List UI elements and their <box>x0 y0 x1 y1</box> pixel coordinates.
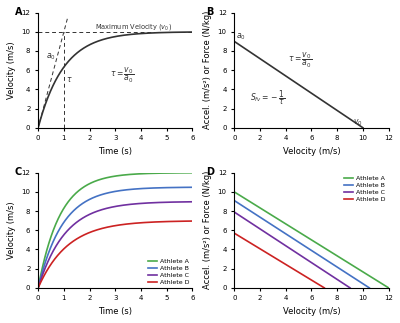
Athlete A <box>260 208 265 212</box>
Athlete B <box>110 190 115 194</box>
Athlete C <box>190 200 195 204</box>
Athlete D <box>322 286 327 290</box>
Athlete B <box>268 222 273 226</box>
Text: Maximum Velocity ($v_0$): Maximum Velocity ($v_0$) <box>95 22 172 32</box>
Athlete C <box>119 203 124 207</box>
Athlete B <box>367 286 372 290</box>
Athlete D <box>110 224 115 228</box>
Line: Athlete D: Athlete D <box>234 233 324 288</box>
X-axis label: Velocity (m/s): Velocity (m/s) <box>283 147 340 156</box>
Text: C: C <box>15 167 22 177</box>
Line: Athlete B: Athlete B <box>234 201 369 288</box>
Athlete A <box>110 175 115 179</box>
Text: $a_0$: $a_0$ <box>236 32 245 42</box>
Athlete B <box>232 199 237 203</box>
Line: Athlete C: Athlete C <box>234 212 350 288</box>
Athlete A <box>36 286 40 290</box>
Athlete C <box>109 205 114 209</box>
Line: Athlete D: Athlete D <box>38 221 192 288</box>
Athlete A <box>273 215 278 219</box>
Athlete C <box>263 230 268 234</box>
Athlete D <box>128 222 132 226</box>
Athlete D <box>237 234 242 238</box>
Line: Athlete B: Athlete B <box>38 187 192 288</box>
Athlete B <box>240 204 245 208</box>
Athlete B <box>257 215 262 219</box>
Athlete D <box>119 223 124 227</box>
Athlete A <box>119 173 124 177</box>
X-axis label: Time (s): Time (s) <box>98 307 132 316</box>
Y-axis label: Accel. (m/s²) or Force (N/kg): Accel. (m/s²) or Force (N/kg) <box>203 11 212 129</box>
Athlete C <box>36 286 40 290</box>
Athlete A <box>232 190 237 194</box>
Athlete D <box>317 283 322 287</box>
Text: $\tau = \dfrac{v_0}{a_0}$: $\tau = \dfrac{v_0}{a_0}$ <box>110 66 134 85</box>
X-axis label: Time (s): Time (s) <box>98 147 132 156</box>
Athlete C <box>348 286 352 290</box>
Text: $\tau = \dfrac{v_0}{a_0}$: $\tau = \dfrac{v_0}{a_0}$ <box>288 50 312 70</box>
Athlete A <box>162 171 167 175</box>
Athlete C <box>253 224 258 228</box>
Athlete B <box>237 202 242 206</box>
Athlete A <box>186 171 191 175</box>
Athlete D <box>314 281 319 285</box>
Athlete B <box>360 282 365 286</box>
Legend: Athlete A, Athlete B, Athlete C, Athlete D: Athlete A, Athlete B, Athlete C, Athlete… <box>344 176 386 202</box>
Athlete D <box>109 224 114 228</box>
Athlete B <box>119 188 124 192</box>
Y-axis label: Velocity (m/s): Velocity (m/s) <box>7 202 16 259</box>
Athlete B <box>128 188 132 192</box>
X-axis label: Velocity (m/s): Velocity (m/s) <box>283 307 340 316</box>
Athlete A <box>238 194 243 198</box>
Y-axis label: Accel. (m/s²) or Force (N/kg): Accel. (m/s²) or Force (N/kg) <box>203 171 212 289</box>
Text: B: B <box>206 7 214 17</box>
Athlete A <box>109 175 114 179</box>
Athlete D <box>232 231 237 235</box>
Line: Athlete A: Athlete A <box>234 192 389 288</box>
Text: A: A <box>15 7 22 17</box>
Athlete A <box>241 196 246 200</box>
Athlete C <box>110 205 115 209</box>
Athlete A <box>378 281 383 285</box>
Athlete D <box>162 220 167 224</box>
Athlete C <box>236 213 241 217</box>
Text: $S_{fv} = -\dfrac{1}{\tau}$: $S_{fv} = -\dfrac{1}{\tau}$ <box>250 89 286 107</box>
Athlete C <box>239 215 244 219</box>
Athlete D <box>249 241 254 245</box>
Athlete A <box>386 286 391 290</box>
Text: D: D <box>206 167 214 177</box>
Text: $\tau$: $\tau$ <box>66 75 72 84</box>
Athlete A <box>128 172 132 176</box>
Line: Athlete C: Athlete C <box>38 202 192 288</box>
Y-axis label: Velocity (m/s): Velocity (m/s) <box>7 41 16 99</box>
Athlete C <box>232 210 237 214</box>
Athlete C <box>342 282 347 286</box>
Athlete B <box>190 185 195 189</box>
Athlete B <box>186 185 191 189</box>
Athlete D <box>256 246 261 250</box>
Athlete D <box>236 234 240 237</box>
Athlete B <box>36 286 40 290</box>
Athlete C <box>338 279 342 283</box>
Athlete C <box>162 200 167 204</box>
Athlete C <box>186 200 191 204</box>
Athlete C <box>128 203 132 206</box>
Athlete A <box>373 278 378 282</box>
Athlete D <box>186 219 191 223</box>
Athlete B <box>355 278 360 282</box>
Line: Athlete A: Athlete A <box>38 173 192 288</box>
Athlete A <box>190 171 195 175</box>
Legend: Athlete A, Athlete B, Athlete C, Athlete D: Athlete A, Athlete B, Athlete C, Athlete… <box>148 258 189 285</box>
Athlete B <box>109 190 114 194</box>
Athlete D <box>36 286 40 290</box>
Athlete B <box>162 186 167 190</box>
Text: $a_0$: $a_0$ <box>46 52 56 62</box>
Athlete D <box>190 219 195 223</box>
Text: $v_0$: $v_0$ <box>353 118 362 128</box>
